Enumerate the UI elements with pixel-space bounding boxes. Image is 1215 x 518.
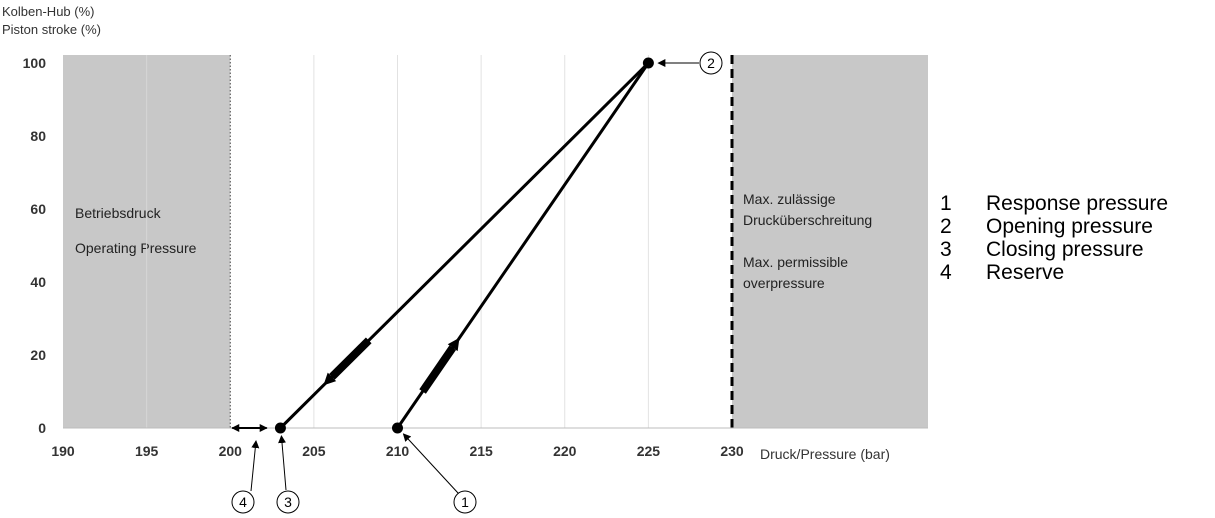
x-axis-label: Druck/Pressure (bar) bbox=[760, 446, 890, 462]
y-tick-label: 60 bbox=[30, 201, 46, 217]
legend-text: Response pressure bbox=[986, 192, 1169, 215]
legend-number: 2 bbox=[940, 215, 952, 238]
legend-number: 4 bbox=[940, 261, 952, 284]
x-tick-label: 200 bbox=[219, 443, 243, 459]
opening-arrow-head bbox=[447, 337, 460, 352]
region-1-text: Drucküberschreitung bbox=[743, 212, 872, 228]
legend-text: Reserve bbox=[986, 261, 1065, 284]
x-tick-label: 210 bbox=[386, 443, 410, 459]
region-1-text: overpressure bbox=[743, 275, 825, 291]
marker-label-4: 4 bbox=[239, 494, 247, 510]
region-1 bbox=[732, 55, 928, 428]
region-0-text: Operating Pressure bbox=[75, 240, 197, 256]
y-tick-label: 20 bbox=[30, 347, 46, 363]
legend-text: Closing pressure bbox=[986, 238, 1144, 261]
marker-circle-4 bbox=[231, 490, 255, 514]
y-axis-label-en: Piston stroke (%) bbox=[2, 22, 101, 37]
y-tick-label: 100 bbox=[23, 55, 47, 71]
legend-number: 3 bbox=[940, 238, 952, 261]
x-tick-label: 225 bbox=[637, 443, 661, 459]
marker-circle-1 bbox=[453, 490, 477, 514]
marker-circle-3 bbox=[276, 490, 300, 514]
y-tick-label: 0 bbox=[38, 420, 46, 436]
region-1-text: Max. zulässige bbox=[743, 191, 836, 207]
legend-number: 1 bbox=[940, 192, 952, 215]
opening-direction-arrow bbox=[419, 345, 456, 394]
marker-point-2 bbox=[642, 57, 654, 69]
legend-text: Opening pressure bbox=[986, 215, 1153, 238]
marker-pointer-4 bbox=[250, 440, 260, 492]
legend: 1 Response pressure 2 Opening pressure 3 Clos… bbox=[940, 192, 1168, 284]
region-1-text: Max. permissible bbox=[743, 254, 848, 270]
legend-item: 3 Closing pressure bbox=[940, 238, 1168, 261]
x-tick-label: 195 bbox=[135, 443, 159, 459]
legend-item: 2 Opening pressure bbox=[940, 215, 1168, 238]
x-tick-label: 205 bbox=[302, 443, 326, 459]
marker-point-1 bbox=[392, 422, 403, 434]
marker-point-3 bbox=[274, 422, 286, 434]
x-tick-label: 215 bbox=[469, 443, 493, 459]
marker-circle-2 bbox=[699, 51, 723, 75]
legend-item: 4 Reserve bbox=[940, 261, 1168, 284]
y-tick-label: 80 bbox=[30, 128, 46, 144]
closing-direction-arrow bbox=[329, 337, 372, 380]
x-tick-label: 220 bbox=[553, 443, 577, 459]
legend-item: 1 Response pressure bbox=[940, 192, 1168, 215]
region-0-text: Betriebsdruck bbox=[75, 205, 162, 221]
y-axis-label-de: Kolben-Hub (%) bbox=[2, 4, 95, 19]
marker-label-3: 3 bbox=[284, 494, 292, 510]
marker-pointer-3 bbox=[278, 435, 287, 491]
y-tick-label: 40 bbox=[30, 274, 46, 290]
marker-pointer-1 bbox=[402, 433, 459, 494]
marker-label-2: 2 bbox=[707, 55, 715, 71]
closing-arrow-head bbox=[323, 372, 337, 386]
x-tick-label: 190 bbox=[51, 443, 75, 459]
x-tick-label: 230 bbox=[720, 443, 744, 459]
marker-label-1: 1 bbox=[461, 494, 469, 510]
